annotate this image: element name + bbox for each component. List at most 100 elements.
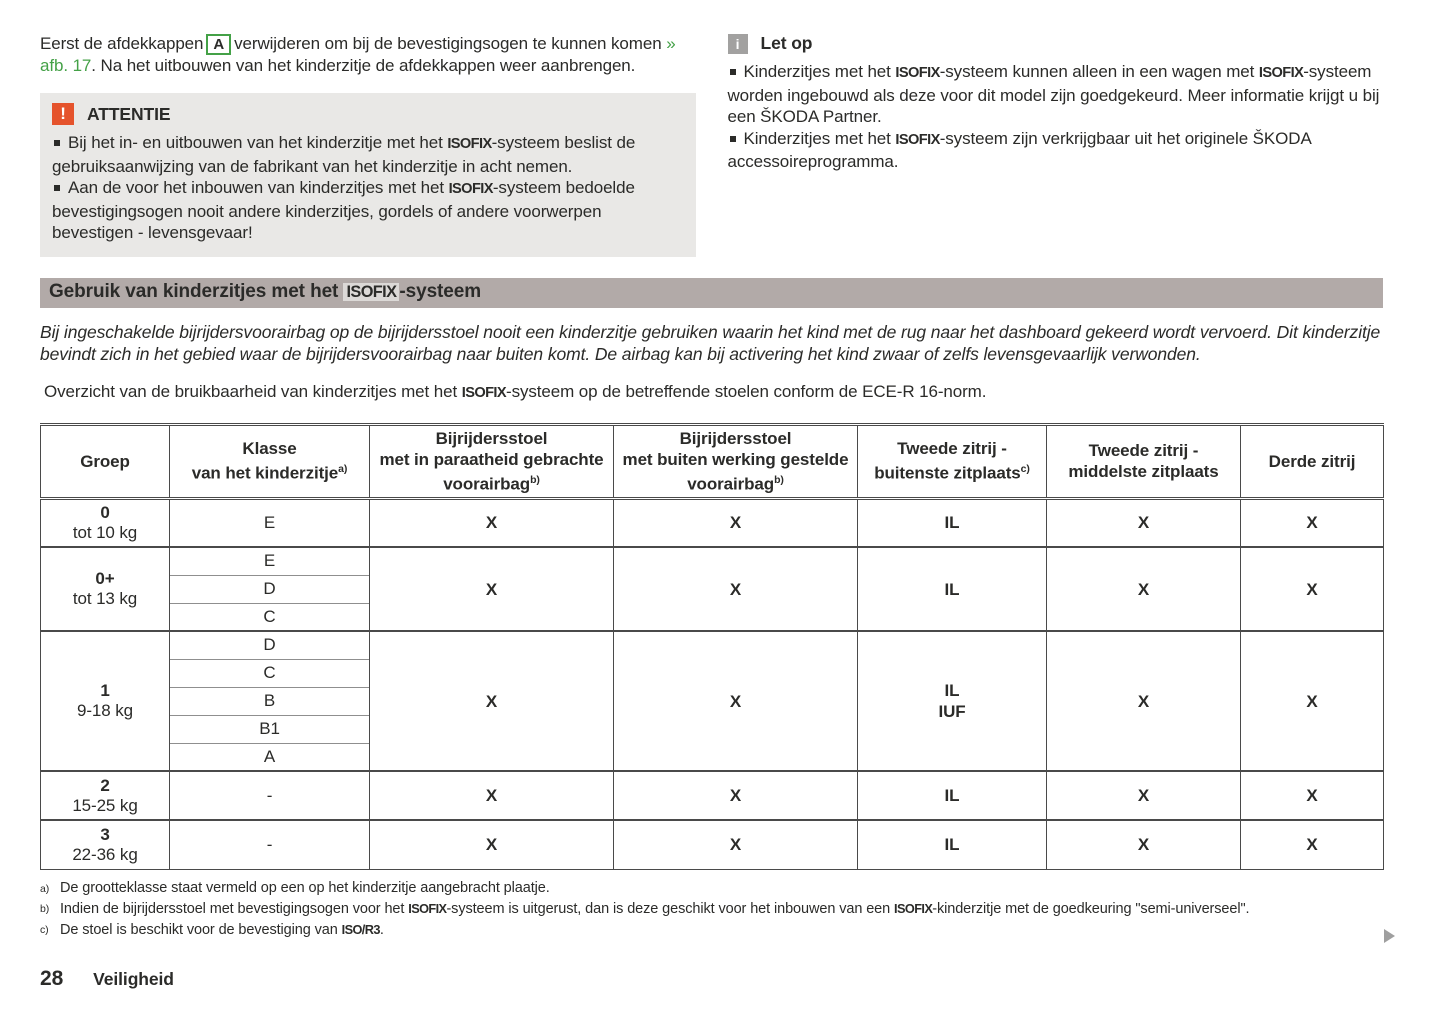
attention-item-2-text: Aan de voor het inbouwen van kinderzitje…: [68, 178, 449, 197]
table-row-group-1: 1 9-18 kg D X X IL IUF X X: [40, 630, 1384, 771]
section-title-post: -systeem: [399, 280, 481, 302]
value-cell: X: [369, 546, 614, 631]
header-text: met in paraatheid gebrachte voorairbagb): [376, 449, 607, 495]
isofix-term-chip: ISOFIX: [343, 282, 400, 301]
value-cell: X: [369, 630, 614, 771]
header-text-line2: buitenste zitplaats: [874, 463, 1021, 483]
footnote-marker-b: b): [40, 903, 50, 915]
value-cell: X: [613, 819, 858, 869]
value-cell: X: [1046, 770, 1241, 820]
class-cell: B: [169, 686, 370, 715]
isofix-term: ISOFIX: [461, 384, 507, 401]
attention-item-2-text-post: -systeem bedoelde bevestigingsogen nooit…: [52, 178, 635, 242]
table-subrow: A: [41, 742, 1384, 771]
note-item-2-text-post: -systeem zijn verkrijgbaar uit het origi…: [727, 128, 1311, 172]
isofix-term: ISOFIX: [448, 181, 494, 197]
value-cell: X: [1240, 546, 1384, 631]
attention-title: ATTENTIE: [87, 103, 171, 124]
right-column: i Let op Kinderzitjes met het ISOFIX-sys…: [727, 33, 1384, 257]
value-cell: IL: [857, 546, 1047, 631]
page-number: 28: [40, 967, 64, 990]
isofix-term: ISOFIX: [895, 131, 940, 148]
attention-box: ! ATTENTIE Bij het in- en uitbouwen van …: [40, 93, 696, 257]
value-cell: X: [613, 630, 858, 771]
intro-text-mid: verwijderen om bij de bevestigingsogen t…: [234, 34, 662, 53]
header-text: Derde zitrij: [1268, 451, 1356, 471]
overview-text-pre: Overzicht van de bruikbaarheid van kinde…: [44, 381, 462, 401]
header-text: buitenste zitplaatsc): [864, 459, 1040, 484]
footnote-ref-a: a): [338, 463, 348, 476]
footnote-a-text: De grootteklasse staat vermeld op een op…: [60, 879, 550, 896]
header-text-line2: met buiten werking gestelde voorairbag: [622, 449, 849, 494]
footnote-c-text-post: .: [379, 921, 384, 938]
table-subrow: C: [41, 602, 1384, 631]
isofix-term: ISOFIX: [894, 901, 933, 916]
value-cell: X: [369, 770, 614, 820]
class-cell: E: [169, 546, 370, 575]
col-header-derde-zitrij: Derde zitrij: [1240, 424, 1384, 500]
note-title: Let op: [760, 33, 813, 53]
header-text: Tweede zitrij -: [897, 439, 1007, 459]
iso-r3-term: ISO/R3: [341, 921, 381, 937]
footnote-b-text-pre: Indien de bijrijdersstoel met bevestigin…: [60, 901, 409, 917]
col-header-groep: Groep: [40, 424, 170, 500]
class-cell: -: [169, 819, 370, 869]
isofix-term: ISOFIX: [447, 136, 492, 152]
group-weight: 22-36 kg: [72, 844, 138, 864]
col-header-klasse: Klasse van het kinderzitjea): [169, 424, 370, 500]
header-text: Klasse: [242, 439, 297, 459]
group-weight: tot 13 kg: [72, 589, 138, 608]
attention-item-1-text-post: -systeem beslist de gebruiksaanwijzing v…: [52, 133, 636, 176]
table-subrow: C: [41, 658, 1384, 687]
table-subrow: D: [41, 574, 1384, 603]
table-row-group-3: 3 22-36 kg - X X IL X X: [40, 819, 1384, 869]
group-cell: 0 tot 10 kg: [40, 497, 170, 547]
value-cell: X: [1046, 546, 1241, 631]
footnote-c-text: De stoel is beschikt voor de bevestiging…: [60, 920, 1383, 941]
table-row-group-0plus: 0+ tot 13 kg E X X IL X X: [40, 546, 1384, 631]
group-weight: tot 10 kg: [72, 522, 138, 542]
note-item-2-text: Kinderzitjes met het: [743, 128, 896, 148]
footnote-a: a) De grootteklasse staat vermeld op een…: [40, 879, 1383, 900]
table-subrow: B: [41, 686, 1384, 715]
col-header-tweede-zitrij-middelste: Tweede zitrij - middelste zitplaats: [1046, 424, 1241, 500]
group-weight: 9-18 kg: [76, 701, 133, 720]
class-cell: D: [169, 630, 370, 659]
note-item-1-text-mid: -systeem kunnen alleen in een wagen met: [939, 62, 1259, 81]
class-cell: D: [169, 574, 370, 603]
value-cell: X: [613, 546, 858, 631]
attention-item-1-text: Bij het in- en uitbouwen van het kinderz…: [68, 133, 448, 152]
class-cell: B1: [169, 714, 370, 743]
note-item-1: Kinderzitjes met het ISOFIX-systeem kunn…: [728, 61, 1384, 128]
chapter-title: Veiligheid: [93, 969, 174, 989]
info-icon: i: [727, 33, 748, 54]
header-text: Tweede zitrij -: [1088, 441, 1199, 460]
class-cell: C: [169, 602, 370, 631]
value-cell: X: [1240, 770, 1384, 820]
footnotes: a) De grootteklasse staat vermeld op een…: [40, 879, 1383, 941]
note-item-2: Kinderzitjes met het ISOFIX-systeem zijn…: [728, 128, 1384, 173]
overview-text-post: -systeem op de betreffende stoelen confo…: [506, 381, 987, 401]
figure-17-link[interactable]: » afb. 17: [40, 34, 676, 75]
value-cell: IL: [857, 819, 1047, 869]
warning-exclamation-icon: !: [52, 103, 74, 125]
footnote-b-text-post: -kinderzitje met de goedkeuring "semi-un…: [932, 901, 1250, 917]
group-weight: 15-25 kg: [72, 795, 138, 815]
footnote-marker-a: a): [40, 882, 50, 895]
isofix-term: ISOFIX: [408, 901, 447, 916]
header-text-line2: van het kinderzitje: [191, 463, 339, 483]
col-header-bijrijdersstoel-airbag-uit: Bijrijdersstoel met buiten werking gestel…: [613, 424, 858, 500]
class-cell: E: [169, 497, 370, 547]
group-name: 0+: [95, 569, 115, 588]
value-cell: X: [1240, 819, 1384, 869]
group-cell: 2 15-25 kg: [40, 770, 170, 820]
section-header: Gebruik van kinderzitjes met het ISOFIX -…: [40, 277, 1383, 308]
table-intro-line: Overzicht van de bruikbaarheid van kinde…: [40, 381, 1383, 404]
value-cell: X: [369, 497, 614, 547]
airbag-warning-paragraph: Bij ingeschakelde bijrijdersvoorairbag o…: [40, 321, 1381, 364]
group-cell: 1 9-18 kg: [40, 630, 170, 771]
